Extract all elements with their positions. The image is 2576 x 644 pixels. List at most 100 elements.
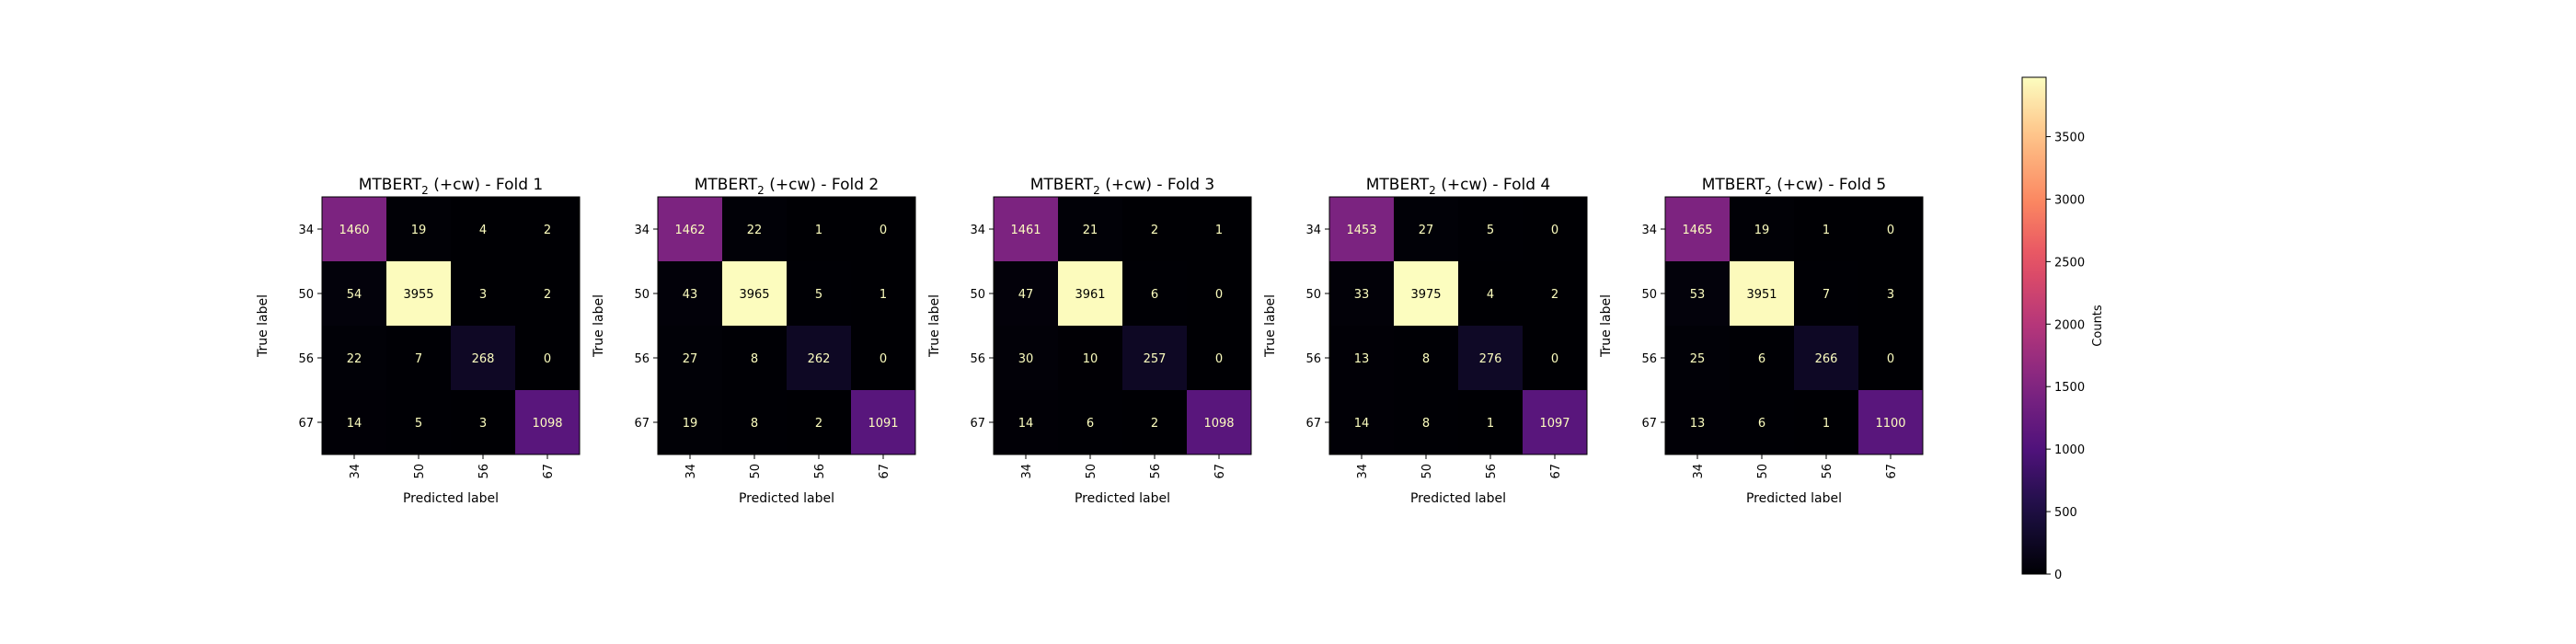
matrix-cell <box>1794 390 1858 454</box>
matrix-cell-value: 2 <box>1151 224 1158 237</box>
matrix-cell-value: 7 <box>1823 288 1830 302</box>
x-tick-label: 67 <box>542 464 556 479</box>
x-tick-label: 50 <box>749 464 763 479</box>
matrix-cell <box>658 390 722 454</box>
matrix-cell <box>787 261 851 326</box>
x-tick-label: 67 <box>1549 464 1563 479</box>
matrix-cell-value: 3961 <box>1075 288 1105 302</box>
matrix-cell <box>1058 390 1122 454</box>
y-tick-label: 34 <box>298 224 314 237</box>
matrix-cell-value: 3955 <box>403 288 433 302</box>
x-tick-label: 56 <box>813 464 827 479</box>
matrix-cell <box>994 326 1058 390</box>
y-tick-label: 56 <box>1641 352 1657 366</box>
matrix-cell <box>1329 197 1394 261</box>
matrix-cell-value: 30 <box>1018 352 1034 366</box>
colorbar: 0 500 1000 1500 2000 2500 3000 3500 Counts <box>2021 76 2105 582</box>
colorbar-tick-label: 1000 <box>2054 443 2085 457</box>
x-tick-label: 50 <box>413 464 427 479</box>
matrix-cell-value: 19 <box>411 224 427 237</box>
colorbar-tick-label: 2500 <box>2054 256 2085 270</box>
matrix-cell-value: 8 <box>751 352 758 366</box>
matrix-cell-value: 22 <box>747 224 763 237</box>
y-tick-label: 67 <box>1305 417 1321 431</box>
matrix-cell-value: 3 <box>479 288 487 302</box>
matrix-cell-value: 6 <box>1151 288 1158 302</box>
panel-frame <box>657 196 916 455</box>
matrix-cell <box>851 197 915 261</box>
y-tick-label: 56 <box>970 352 985 366</box>
panel-title-subscript: 2 <box>1765 184 1772 197</box>
matrix-cell-value: 2 <box>544 224 551 237</box>
colorbar-frame <box>2021 76 2047 575</box>
panel-title-prefix: MTBERT <box>1702 176 1765 194</box>
matrix-cell <box>1122 326 1187 390</box>
matrix-cell-value: 0 <box>1887 224 1894 237</box>
matrix-cell <box>1794 326 1858 390</box>
matrix-cell-value: 3965 <box>739 288 769 302</box>
matrix-cell-value: 19 <box>683 417 698 431</box>
y-tick-label: 50 <box>1641 288 1657 302</box>
x-axis-label: Predicted label <box>1075 491 1170 506</box>
panel-title-suffix: (+cw) - Fold 2 <box>765 176 879 194</box>
colorbar-gradient <box>2022 77 2046 574</box>
panel-frame <box>1328 196 1588 455</box>
matrix-cell-value: 25 <box>1690 352 1706 366</box>
panel-title-subscript: 2 <box>1093 184 1100 197</box>
y-tick-label: 34 <box>1641 224 1657 237</box>
matrix-cell <box>1523 326 1587 390</box>
panel-title: MTBERT2 (+cw) - Fold 2 <box>695 176 879 197</box>
matrix-cell <box>1523 197 1587 261</box>
matrix-cell <box>386 390 451 454</box>
x-tick-label: 34 <box>349 464 362 479</box>
x-tick-label: 34 <box>684 464 698 479</box>
matrix-cell-value: 14 <box>1018 417 1034 431</box>
y-tick-label: 34 <box>970 224 985 237</box>
matrix-cell <box>1858 326 1923 390</box>
matrix-cell-value: 1098 <box>532 417 562 431</box>
matrix-cell <box>451 261 515 326</box>
matrix-cell-value: 1 <box>815 224 822 237</box>
panel-title-prefix: MTBERT <box>359 176 422 194</box>
matrix-cell-value: 3951 <box>1746 288 1777 302</box>
y-tick-label: 50 <box>970 288 985 302</box>
matrix-cell <box>515 197 580 261</box>
matrix-cell <box>1458 390 1523 454</box>
matrix-cell <box>1394 390 1458 454</box>
matrix-cell <box>1858 197 1923 261</box>
y-tick-label: 34 <box>1305 224 1321 237</box>
matrix-cell <box>515 326 580 390</box>
y-axis-label: True label <box>927 294 942 358</box>
matrix-cell-value: 1 <box>1823 417 1830 431</box>
matrix-cell-value: 10 <box>1083 352 1098 366</box>
matrix-cell <box>1394 197 1458 261</box>
matrix-cell <box>722 390 787 454</box>
matrix-cell <box>994 390 1058 454</box>
matrix-cell <box>1394 261 1458 326</box>
matrix-cell <box>451 197 515 261</box>
panel-title-prefix: MTBERT <box>1366 176 1430 194</box>
matrix-cell <box>322 261 386 326</box>
matrix-cell-value: 3 <box>479 417 487 431</box>
matrix-cell <box>787 326 851 390</box>
matrix-cell <box>658 261 722 326</box>
matrix-cell <box>386 326 451 390</box>
matrix-cell <box>1394 326 1458 390</box>
colorbar-tick-label: 2000 <box>2054 318 2085 332</box>
matrix-cell <box>1458 197 1523 261</box>
y-axis-label: True label <box>592 294 606 358</box>
x-tick-label: 67 <box>1885 464 1899 479</box>
matrix-cell-value: 53 <box>1690 288 1706 302</box>
matrix-cell-value: 1091 <box>868 417 898 431</box>
panel-title-suffix: (+cw) - Fold 3 <box>1100 176 1214 194</box>
panel-frame <box>1664 196 1924 455</box>
matrix-cell <box>851 390 915 454</box>
matrix-cell <box>1458 261 1523 326</box>
x-axis-label: Predicted label <box>1410 491 1506 506</box>
y-axis-label: True label <box>1599 294 1614 358</box>
matrix-cell-value: 0 <box>1215 288 1223 302</box>
matrix-cell-value: 5 <box>415 417 422 431</box>
matrix-cell <box>722 261 787 326</box>
panel-title-prefix: MTBERT <box>1030 176 1094 194</box>
